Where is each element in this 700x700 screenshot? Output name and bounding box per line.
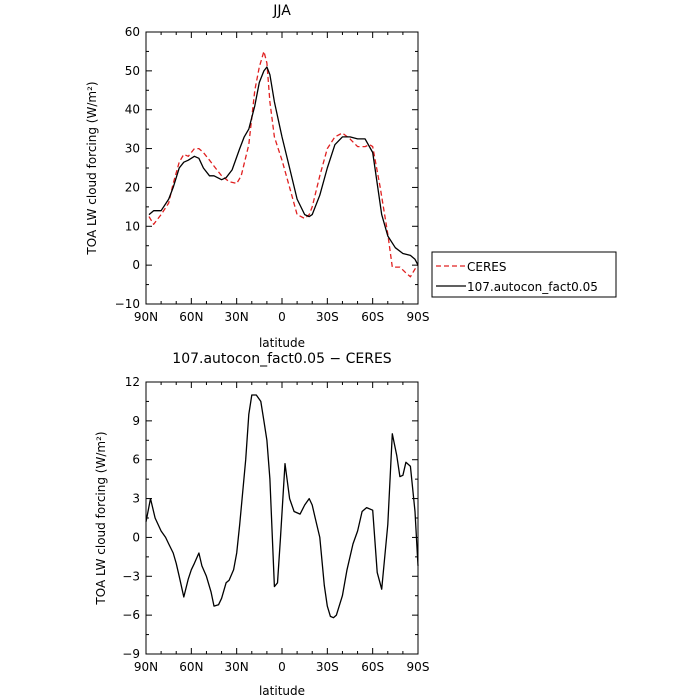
top-ytick-label: 20 [125,180,140,194]
top-ytick-label: −10 [115,297,140,311]
bottom-ytick-label: 3 [132,492,140,506]
top-series-line-ceres [148,50,419,278]
bottom-ytick-label: 12 [125,375,140,389]
top-ytick-label: 60 [125,25,140,39]
bottom-ytick-label: −3 [122,569,140,583]
top-panel: JJA TOA LW cloud forcing (W/m²) latitude… [85,3,429,350]
legend-box [431,251,617,298]
top-xlabel: latitude [259,336,305,350]
top-xtick-label: 0 [278,310,286,324]
top-xtick-label: 30S [316,310,339,324]
legend: CERES 107.autocon_fact0.05 [431,251,617,298]
top-xtick-label: 60S [361,310,384,324]
top-xtick-label: 90S [407,310,430,324]
bottom-xtick-label: 90S [407,660,430,674]
bottom-xlabel: latitude [259,684,305,698]
top-ytick-label: 40 [125,103,140,117]
bottom-xtick-label: 90N [134,660,158,674]
legend-label-model: 107.autocon_fact0.05 [467,280,598,294]
top-title: JJA [272,3,291,19]
bottom-panel: 107.autocon_fact0.05 − CERES TOA LW clou… [94,351,429,698]
legend-label-ceres: CERES [467,260,507,274]
bottom-xtick-label: 0 [278,660,286,674]
bottom-ytick-label: 0 [132,530,140,544]
bottom-ytick-label: 9 [132,414,140,428]
top-ytick-label: 50 [125,64,140,78]
bottom-title: 107.autocon_fact0.05 − CERES [172,351,392,367]
bottom-xtick-label: 30S [316,660,339,674]
bottom-ytick-label: −6 [122,608,140,622]
bottom-ytick-label: 6 [132,453,140,467]
top-ytick-label: 0 [132,258,140,272]
bottom-ylabel: TOA LW cloud forcing (W/m²) [94,431,108,605]
top-ylabel: TOA LW cloud forcing (W/m²) [85,81,99,255]
bottom-series-line-0 [145,394,419,619]
top-ytick-label: 30 [125,142,140,156]
top-xtick-label: 30N [225,310,249,324]
bottom-xtick-label: 30N [225,660,249,674]
top-xtick-label: 90N [134,310,158,324]
top-series-line-107-autocon-fact0-05 [148,66,419,266]
top-ytick-label: 10 [125,219,140,233]
bottom-ytick-label: −9 [122,647,140,661]
bottom-xtick-label: 60N [179,660,203,674]
bottom-xtick-label: 60S [361,660,384,674]
top-xtick-label: 60N [179,310,203,324]
